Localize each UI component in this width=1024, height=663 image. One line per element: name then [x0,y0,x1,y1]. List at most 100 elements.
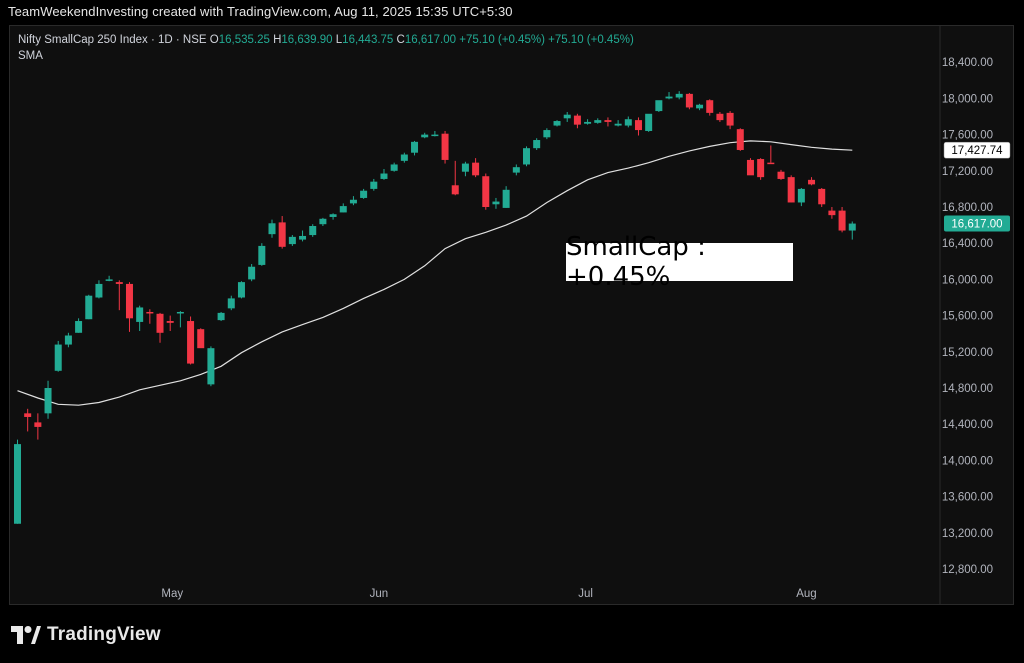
x-tick-label: May [161,588,183,600]
candle-body [105,279,113,281]
high-label: H [273,34,282,46]
y-tick-label: 17,600.00 [942,130,993,142]
candle-body [400,154,408,161]
candle-body [309,226,317,236]
close-label: C [396,34,405,46]
candle-body [482,176,490,207]
x-tick-label: Jul [578,588,593,600]
candle-body [299,235,307,240]
candle-body [818,188,826,205]
sma-line [17,140,853,406]
candle-body [828,210,836,216]
candle-body [665,96,673,99]
candle-body [217,312,225,321]
y-tick-label: 14,000.00 [942,455,993,467]
y-tick-label: 17,200.00 [942,166,993,178]
candle-body [634,120,642,131]
candle-body [34,422,42,427]
candle-body [787,177,795,203]
candle-body [523,148,530,165]
candle-body [685,93,693,108]
candle-body [227,298,235,309]
y-tick-label: 12,800.00 [942,564,993,576]
y-tick-label: 15,600.00 [942,311,993,323]
candle-body [655,100,663,112]
candle-body [64,335,72,345]
candle-body [746,159,754,176]
candle-body [248,266,256,280]
candle-body [125,283,133,319]
candle-body [736,129,744,150]
candle-body [146,311,154,314]
y-tick-label: 16,000.00 [942,274,993,286]
low-label: L [335,34,343,46]
candle-body [848,223,856,231]
last-price-badge [944,215,1010,232]
plot-area[interactable] [9,25,1014,605]
tradingview-logo-icon [11,626,41,644]
last-price-text: 16,617.00 [951,219,1002,231]
candle-body [258,245,266,265]
candle-body [797,188,805,203]
x-tick-label: Jun [370,588,389,600]
brand-name: TradingView [47,624,161,645]
sma-value-badge [943,141,1011,159]
candle-body [706,100,714,113]
candle-body [614,123,622,126]
candle-body [716,113,724,121]
candle-body [645,113,653,131]
candle-body [411,141,419,153]
smallcap-annotation: SmallCap : +0.45% [566,232,793,292]
candle-body [777,171,785,179]
candle-body [24,413,32,417]
symbol-legend[interactable]: Nifty SmallCap 250 Index · 1D · NSE O16,… [18,34,634,46]
candle-body [584,121,592,124]
candle-body [278,222,286,247]
indicator-legend[interactable]: SMA [18,50,43,62]
candle-body [472,162,480,176]
candle-body [370,181,378,189]
open-value: 16,535.25 [218,34,270,46]
candle-body [75,321,83,333]
candle-body [492,201,500,205]
candle-body [166,321,174,323]
candle-body [288,236,296,245]
y-tick-label: 18,400.00 [942,57,993,69]
candle-body [838,210,846,231]
symbol-info: Nifty SmallCap 250 Index · 1D · NSE [18,34,207,46]
candle-body [390,164,398,171]
candle-body [502,189,510,208]
y-tick-label: 14,800.00 [942,383,993,395]
candle-body [726,112,734,126]
candle-body [461,163,469,172]
candle-body [380,173,388,179]
candle-body [349,199,357,204]
candle-body [85,295,93,320]
candle-body [573,115,581,125]
attribution-header: TeamWeekendInvesting created with Tradin… [8,4,513,19]
candle-body [136,307,144,322]
x-tick-label: Aug [796,588,816,600]
y-tick-label: 13,600.00 [942,492,993,504]
high-value: 16,639.90 [281,34,333,46]
candle-body [451,185,459,195]
candle-body [675,93,683,98]
candle-body [512,167,520,173]
candle-body [176,311,184,314]
y-tick-label: 16,400.00 [942,238,993,250]
sma-value-text: 17,427.74 [951,145,1003,157]
change-value: +75.10 (+0.45%) [459,34,545,46]
y-tick-label: 16,800.00 [942,202,993,214]
close-value: 16,617.00 [404,34,457,46]
candle-body [360,190,368,198]
tradingview-logo[interactable]: TradingView [11,624,161,646]
candle-body [696,104,704,109]
candle-body [594,120,602,123]
candle-body [54,344,62,371]
candle-body [624,119,632,126]
candle-body [156,313,164,333]
candle-body [319,218,327,225]
candle-body [339,206,347,213]
candle-body [441,133,449,160]
